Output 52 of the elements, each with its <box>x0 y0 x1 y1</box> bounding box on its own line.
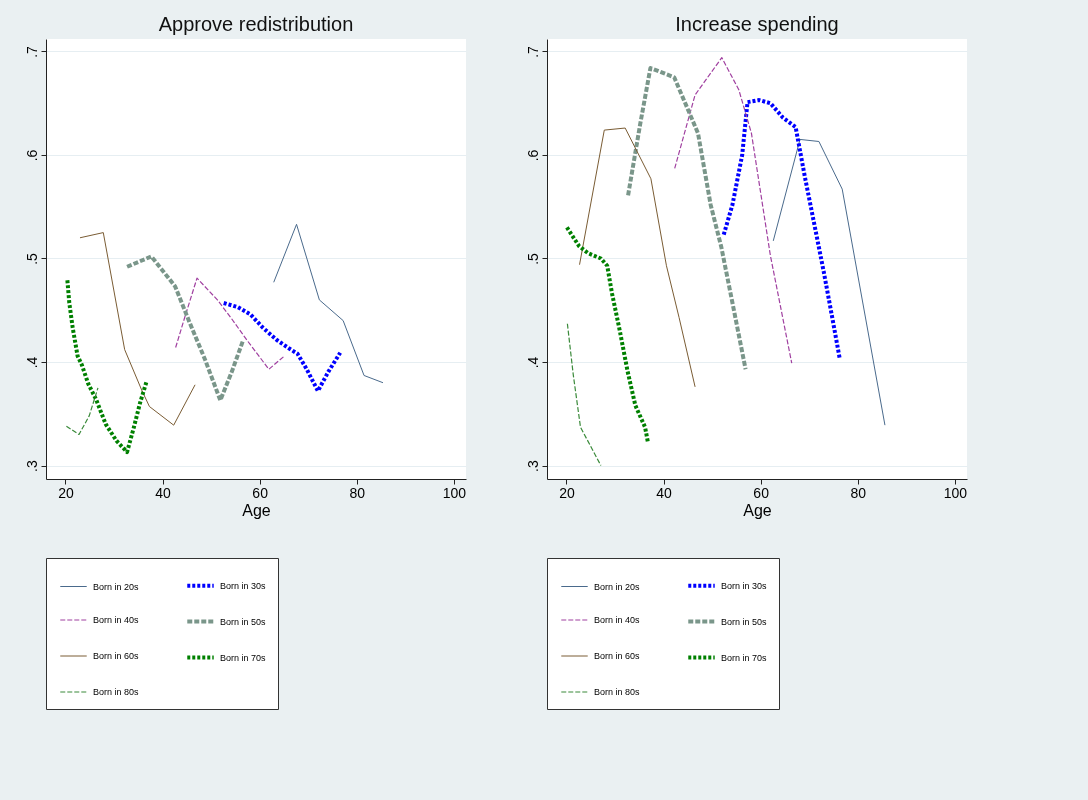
x-tick-label: 100 <box>943 484 968 501</box>
x-tick-label: 80 <box>850 484 867 501</box>
x-tick-label: 60 <box>753 484 770 501</box>
legend-label: Born in 40s <box>594 615 641 625</box>
y-tick-label: .5 <box>524 252 541 265</box>
line-series <box>721 98 842 361</box>
chart-title: Increase spending <box>675 13 839 35</box>
line-series <box>626 65 748 372</box>
x-axis-title: Age <box>242 501 271 519</box>
x-tick-label: 40 <box>656 484 673 501</box>
y-tick-label: .4 <box>524 356 541 369</box>
line-series <box>566 323 602 467</box>
legend-label: Born in 70s <box>220 652 267 663</box>
legend-label: Born in 80s <box>93 687 140 697</box>
line-series <box>65 278 149 455</box>
line-series <box>175 277 285 370</box>
y-tick-label: .5 <box>23 252 40 265</box>
x-tick-label: 20 <box>58 484 74 501</box>
y-tick-label: .6 <box>23 149 40 162</box>
legend-label: Born in 40s <box>93 615 140 625</box>
y-tick-label: .3 <box>524 460 541 472</box>
x-tick-label: 20 <box>559 484 575 501</box>
line-series <box>674 57 793 364</box>
y-tick-label: .7 <box>23 45 40 58</box>
y-tick-label: .3 <box>23 460 40 472</box>
line-series <box>79 232 196 426</box>
legend-label: Born in 50s <box>220 616 267 627</box>
x-tick-label: 80 <box>349 484 366 501</box>
line-series <box>273 223 384 384</box>
legend-label: Born in 80s <box>594 687 641 697</box>
line-series <box>564 225 650 445</box>
line-series <box>125 254 246 403</box>
x-axis-title: Age <box>743 501 772 519</box>
legend-label: Born in 70s <box>721 652 768 663</box>
legend-label: Born in 60s <box>594 651 641 661</box>
x-tick-label: 100 <box>442 484 467 501</box>
y-tick-label: .7 <box>524 45 541 58</box>
x-tick-label: 40 <box>155 484 172 501</box>
line-series <box>221 301 343 393</box>
legend-label: Born in 30s <box>220 580 267 591</box>
chart-title: Approve redistribution <box>158 13 354 35</box>
legend-label: Born in 50s <box>721 616 768 627</box>
legend-label: Born in 20s <box>594 581 641 592</box>
line-series <box>579 127 696 388</box>
x-tick-label: 60 <box>252 484 269 501</box>
line-series <box>772 138 886 426</box>
legend-label: Born in 20s <box>93 581 140 592</box>
line-series <box>65 387 99 436</box>
y-tick-label: .4 <box>23 356 40 369</box>
legend-label: Born in 60s <box>93 651 140 661</box>
y-tick-label: .6 <box>524 149 541 162</box>
legend-label: Born in 30s <box>721 580 768 591</box>
